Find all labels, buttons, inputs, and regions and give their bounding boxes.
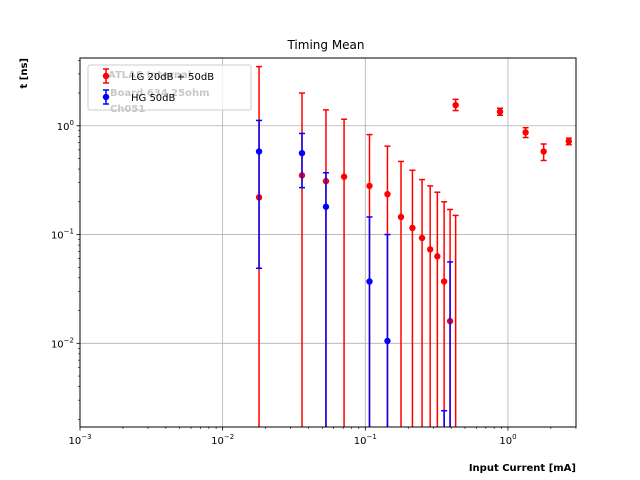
legend-marker (102, 72, 110, 80)
data-point (340, 173, 348, 180)
chart-title: Timing Mean (286, 38, 364, 52)
data-point (452, 101, 459, 109)
y-tick-label: 10−1 (51, 228, 74, 242)
data-point (418, 234, 426, 242)
watermark-line-1: ATLAS Internal (108, 70, 191, 81)
legend-marker (102, 93, 110, 101)
x-tick-label: 10−3 (68, 433, 91, 447)
data-point (426, 246, 434, 253)
y-tick-label: 100 (57, 119, 74, 133)
x-tick-label: 10−2 (211, 433, 234, 447)
plot-area (79, 57, 577, 428)
watermark-line-3: Ch051 (110, 104, 145, 115)
data-point (540, 148, 547, 155)
legend-label: HG 50dB (131, 93, 176, 104)
data-point (565, 138, 572, 145)
plot-background (80, 58, 576, 427)
data-point (366, 182, 373, 190)
data-point (409, 224, 416, 232)
x-tick-label: 100 (499, 433, 516, 447)
legend-box (87, 64, 252, 111)
data-point (322, 203, 330, 210)
data-point (440, 278, 448, 285)
watermark: ATLAS Internal Board 634 25ohm Ch051 (108, 70, 210, 115)
series-hg (255, 119, 454, 427)
legend-label: LG 20dB + 50dB (131, 72, 214, 83)
data-point (434, 253, 441, 260)
plot-frame (79, 57, 577, 428)
data-point (384, 337, 391, 345)
y-axis-ticks: 10−2 10−1 100 (51, 60, 80, 420)
legend-entries: LG 20dB + 50dB HG 50dB (102, 68, 214, 105)
data-point (366, 278, 373, 285)
data-point (298, 149, 306, 157)
y-axis-title: t [ns] (19, 58, 30, 88)
x-tick-label: 10−1 (354, 433, 377, 447)
series-layer (255, 65, 572, 427)
data-point (522, 129, 529, 136)
legend: ATLAS Internal Board 634 25ohm Ch051 LG … (87, 64, 252, 115)
data-point (397, 213, 405, 221)
x-axis-title: Input Current [mA] (469, 463, 576, 474)
data-point (384, 190, 391, 198)
data-point (255, 148, 263, 155)
watermark-line-2: Board 634 25ohm (110, 88, 210, 99)
y-tick-label: 10−2 (51, 336, 74, 350)
data-point (496, 108, 504, 115)
x-axis-ticks: 10−3 10−2 10−1 100 (68, 427, 577, 447)
